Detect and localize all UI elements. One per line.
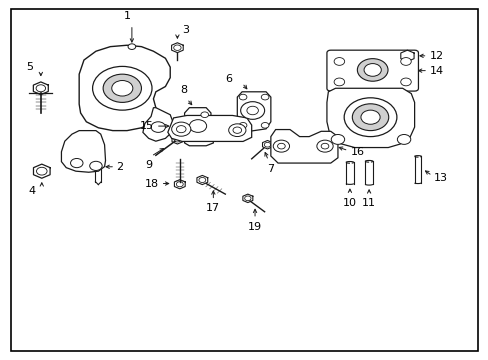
Circle shape — [240, 102, 264, 119]
Text: 9: 9 — [145, 160, 152, 170]
Text: 6: 6 — [225, 75, 232, 85]
Circle shape — [357, 59, 387, 81]
Circle shape — [128, 44, 136, 49]
Text: 2: 2 — [116, 162, 123, 172]
Circle shape — [400, 58, 410, 66]
Circle shape — [360, 110, 379, 124]
Circle shape — [89, 161, 102, 171]
Circle shape — [70, 158, 83, 168]
Polygon shape — [61, 131, 105, 172]
Circle shape — [176, 126, 185, 133]
Circle shape — [239, 122, 246, 128]
Text: 11: 11 — [361, 198, 375, 208]
Text: 19: 19 — [247, 222, 262, 231]
Circle shape — [239, 94, 246, 100]
Circle shape — [201, 112, 208, 118]
Circle shape — [333, 58, 344, 66]
Text: 16: 16 — [350, 148, 364, 157]
Circle shape — [232, 127, 241, 133]
Circle shape — [92, 66, 152, 110]
Circle shape — [103, 74, 141, 102]
Circle shape — [151, 122, 165, 132]
Polygon shape — [167, 116, 251, 141]
Circle shape — [330, 135, 344, 144]
Polygon shape — [79, 45, 170, 131]
Circle shape — [364, 64, 381, 76]
Circle shape — [273, 140, 289, 152]
Circle shape — [246, 106, 258, 115]
Text: 12: 12 — [428, 51, 443, 61]
Circle shape — [316, 140, 332, 152]
Text: 3: 3 — [182, 25, 189, 35]
Text: 7: 7 — [267, 164, 274, 174]
Text: 15: 15 — [139, 121, 153, 131]
Polygon shape — [184, 108, 213, 146]
Circle shape — [351, 104, 388, 131]
Circle shape — [171, 122, 190, 136]
Polygon shape — [326, 88, 414, 148]
Circle shape — [189, 120, 206, 132]
Circle shape — [344, 98, 396, 136]
Text: 1: 1 — [123, 10, 130, 21]
Text: 10: 10 — [342, 198, 356, 208]
Circle shape — [228, 124, 245, 136]
Circle shape — [261, 94, 268, 100]
Circle shape — [321, 143, 328, 149]
Text: 5: 5 — [26, 62, 34, 72]
Circle shape — [277, 143, 285, 149]
Polygon shape — [237, 92, 270, 132]
Polygon shape — [142, 108, 173, 141]
Polygon shape — [270, 130, 337, 163]
Text: 17: 17 — [206, 203, 220, 213]
Text: 14: 14 — [429, 66, 443, 76]
Circle shape — [261, 122, 268, 128]
Text: 18: 18 — [144, 179, 159, 189]
Circle shape — [333, 78, 344, 86]
FancyBboxPatch shape — [326, 50, 418, 91]
Circle shape — [112, 81, 133, 96]
Circle shape — [397, 135, 410, 144]
Text: 13: 13 — [433, 172, 447, 183]
Circle shape — [400, 78, 410, 86]
Text: 8: 8 — [180, 85, 187, 95]
Text: 4: 4 — [29, 186, 36, 195]
